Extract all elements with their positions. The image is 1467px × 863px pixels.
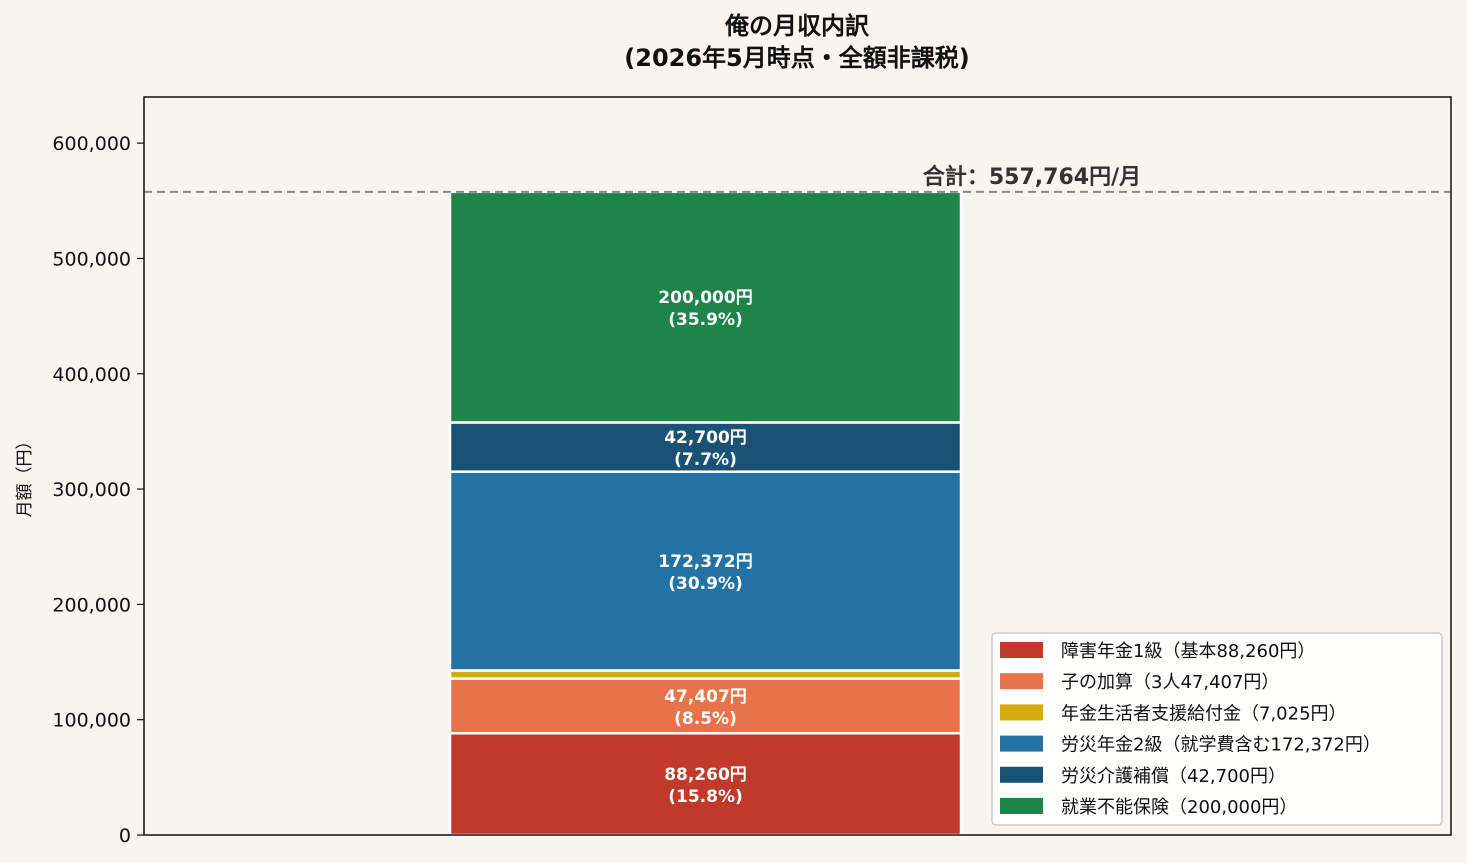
- legend-swatch: [1000, 766, 1043, 783]
- legend-entry-label: 就業不能保険（200,000円）: [1061, 797, 1297, 818]
- legend-entry-label: 労災年金2級（就学費含む172,372円）: [1061, 735, 1381, 756]
- legend-entry-label: 障害年金1級（基本88,260円）: [1061, 641, 1315, 662]
- legend-entry-label: 年金生活者支援給付金（7,025円）: [1061, 703, 1347, 724]
- legend-swatch: [1000, 673, 1043, 690]
- legend-box: [991, 632, 1443, 826]
- bar-percent-label: (35.9%): [668, 310, 743, 330]
- y-tick-label: 0: [119, 825, 131, 847]
- bar-segment: [448, 731, 963, 837]
- bar-segment: [448, 421, 963, 473]
- legend: 障害年金1級（基本88,260円） 子の加算（3人47,407円） 年金生活者支援給…: [991, 632, 1443, 826]
- chart-title-line2: (2026年5月時点・全額非課税): [624, 44, 969, 72]
- bar-percent-label: (7.7%): [674, 450, 737, 470]
- bar-value-label: 88,260円: [664, 765, 747, 785]
- chart-title-line1: 俺の月収内訳: [724, 12, 870, 40]
- bar-segment: [448, 677, 963, 735]
- bar-value-label: 42,700円: [664, 428, 747, 448]
- legend-swatch: [1000, 798, 1043, 814]
- y-tick-label: 300,000: [52, 479, 131, 501]
- bar-value-label: 47,407円: [664, 687, 747, 707]
- y-tick-label: 400,000: [52, 364, 131, 386]
- legend-entry-label: 労災介護補償（42,700円）: [1061, 766, 1286, 787]
- total-label: 合計：557,764円/月: [923, 164, 1141, 190]
- bar-percent-label: (30.9%): [668, 574, 743, 594]
- bar-value-label: 172,372円: [658, 552, 752, 572]
- y-tick-label: 600,000: [52, 133, 131, 155]
- legend-entry-label: 子の加算（3人47,407円）: [1061, 672, 1279, 693]
- plot-area: 0 100,000 200,000 300,000 400,000 500,000 600,…: [52, 96, 1452, 847]
- y-tick-label: 500,000: [52, 248, 131, 270]
- y-tick-label: 100,000: [52, 710, 131, 732]
- bar-segment: [448, 470, 963, 672]
- legend-swatch: [1000, 642, 1043, 658]
- legend-swatch: [1000, 735, 1043, 752]
- bar-percent-label: (15.8%): [668, 787, 743, 807]
- plot-frame: [143, 96, 1452, 836]
- bar-value-label: 200,000円: [658, 288, 752, 308]
- y-tick-label: 200,000: [52, 594, 131, 616]
- y-axis-label: 月額（円）: [15, 433, 35, 518]
- bar-segment: [448, 190, 963, 424]
- legend-swatch: [1000, 704, 1043, 721]
- bar-percent-label: (8.5%): [674, 709, 737, 729]
